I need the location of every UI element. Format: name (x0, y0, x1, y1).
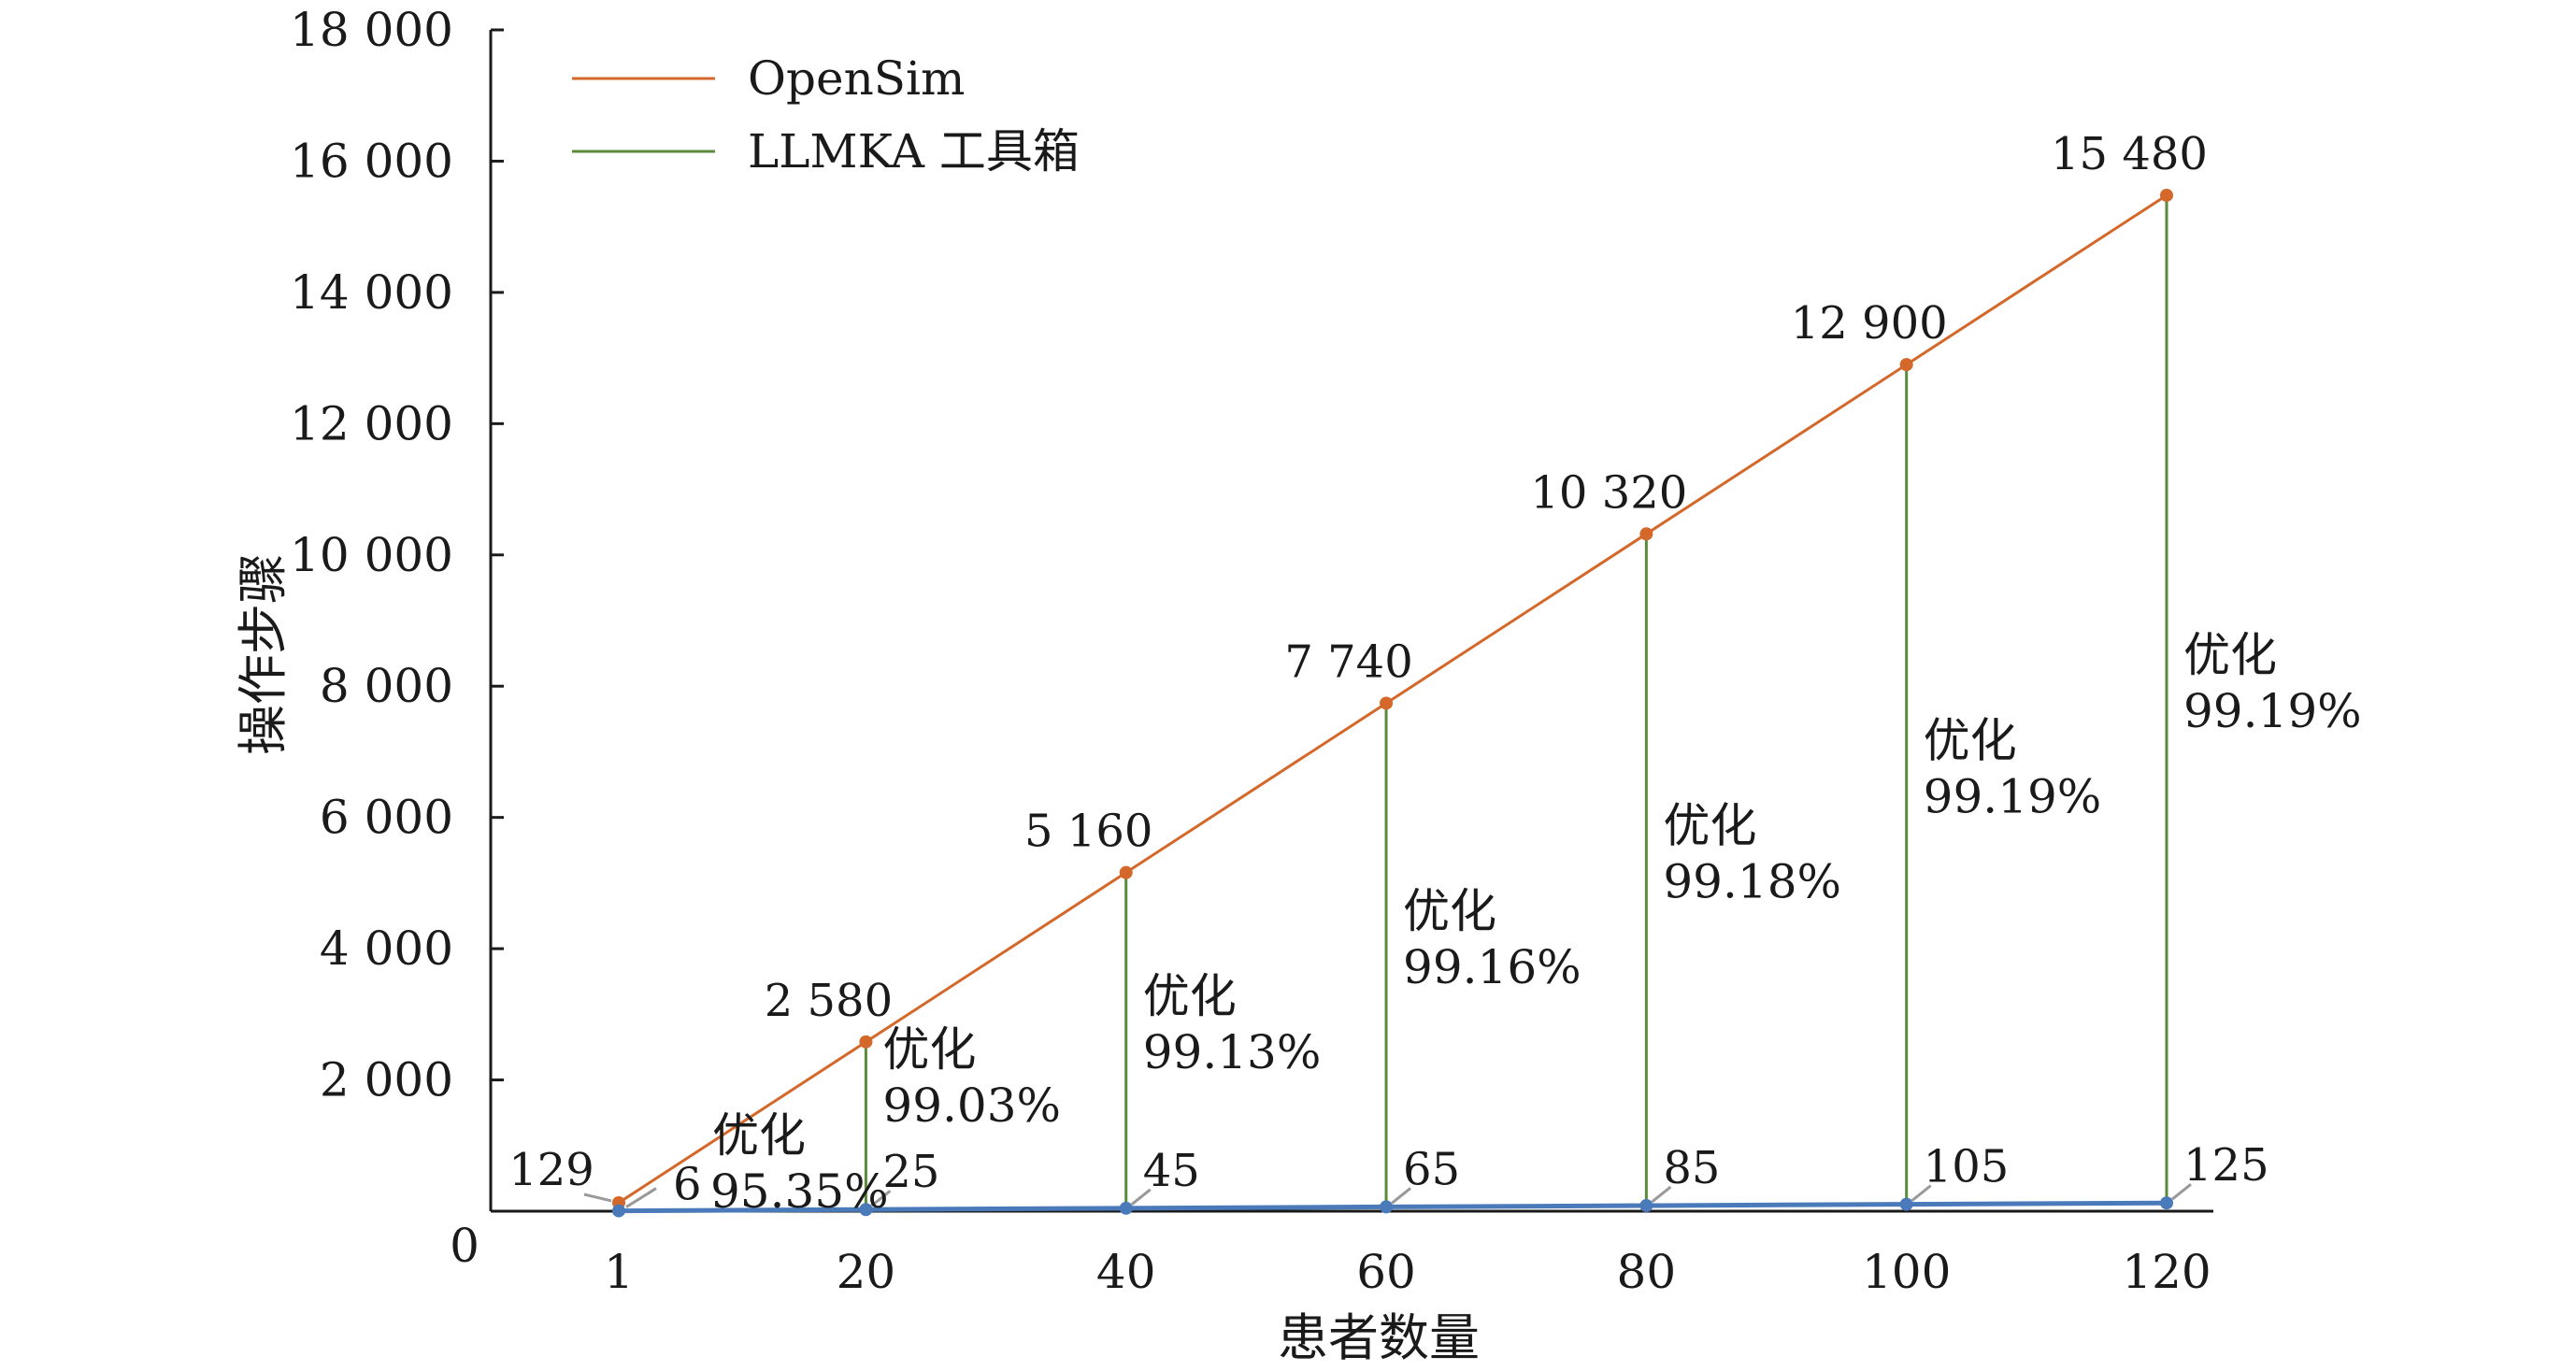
optimization-label: 优化 (1143, 969, 1237, 1023)
point-llmka (1639, 1199, 1653, 1213)
x-tick-label: 120 (2122, 1245, 2211, 1299)
x-tick-label: 40 (1096, 1245, 1156, 1299)
point-llmka (859, 1203, 873, 1217)
optimization-percent: 99.19% (2183, 684, 2362, 738)
point-llmka (1380, 1200, 1394, 1214)
point-opensim (1639, 527, 1653, 541)
data-label-llmka: 25 (882, 1146, 939, 1198)
data-label-llmka: 6 (673, 1159, 702, 1211)
x-tick-label: 1 (604, 1245, 634, 1299)
leader-line (1911, 1184, 1932, 1202)
data-label-opensim: 5 160 (1024, 806, 1152, 858)
leader-line (1651, 1185, 1672, 1204)
point-llmka (1899, 1197, 1913, 1211)
leader-line (1391, 1187, 1411, 1205)
y-tick-label: 0 (450, 1219, 479, 1273)
leader-line (625, 1187, 657, 1208)
point-opensim (1899, 358, 1913, 372)
x-tick-label: 100 (1862, 1245, 1951, 1299)
legend-label-llmka: LLMKA 工具箱 (748, 124, 1080, 179)
data-label-opensim: 15 480 (2051, 128, 2208, 180)
optimization-percent: 99.18% (1663, 855, 1841, 909)
data-label-llmka: 85 (1663, 1142, 1720, 1194)
data-label-opensim: 129 (508, 1144, 594, 1196)
optimization-label: 优化 (1924, 713, 2017, 767)
optimization-label: 优化 (2183, 628, 2277, 682)
data-label-opensim: 2 580 (765, 975, 893, 1027)
points (612, 188, 2173, 1218)
y-tick-label: 2 000 (320, 1053, 453, 1107)
optimization-label: 优化 (882, 1022, 976, 1077)
y-tick-label: 10 000 (290, 528, 453, 582)
y-tick-label: 16 000 (290, 134, 453, 188)
leader-line (870, 1190, 892, 1207)
data-label-opensim: 10 320 (1530, 466, 1687, 519)
point-opensim (1380, 696, 1394, 710)
y-tick-label: 12 000 (290, 396, 453, 450)
leader-line (583, 1192, 612, 1203)
optimization-percent: 99.16% (1403, 940, 1581, 994)
axes: 0 2 000 4 000 6 000 8 000 10 000 12 000 14 000 1… (290, 3, 2213, 1299)
point-opensim (859, 1035, 873, 1049)
optimization-label: 优化 (712, 1108, 806, 1163)
y-tick-label: 18 000 (290, 3, 453, 57)
x-axis-title: 患者数量 (1278, 1308, 1480, 1367)
data-label-llmka: 105 (1924, 1141, 2010, 1193)
leader-line (1130, 1188, 1152, 1207)
point-opensim (1119, 865, 1133, 879)
x-tick-label: 60 (1356, 1245, 1416, 1299)
y-tick-label: 6 000 (320, 791, 453, 845)
x-tick-label: 20 (837, 1245, 896, 1299)
point-opensim (2160, 188, 2173, 202)
legend-label-opensim: OpenSim (748, 51, 965, 106)
optimization-percent: 95.35% (710, 1164, 889, 1219)
data-label-llmka: 125 (2183, 1139, 2269, 1192)
y-axis-title: 操作步骤 (234, 553, 293, 755)
drop-lines (864, 194, 2168, 1210)
point-llmka (2160, 1196, 2173, 1210)
y-tick-label: 4 000 (320, 921, 453, 976)
point-llmka (1119, 1201, 1133, 1215)
labels: 129 2 580 5 160 7 740 10 320 12 900 15 480 6 25 4… (508, 128, 2361, 1219)
optimization-percent: 99.13% (1143, 1025, 1322, 1079)
y-tick-label: 8 000 (320, 659, 453, 713)
x-tick-label: 80 (1617, 1245, 1677, 1299)
legend: OpenSim LLMKA 工具箱 (572, 51, 1080, 179)
data-label-opensim: 12 900 (1791, 297, 1948, 350)
data-label-llmka: 65 (1403, 1143, 1460, 1195)
y-tick-label: 14 000 (290, 265, 453, 320)
leader-line (2171, 1183, 2192, 1201)
data-label-opensim: 7 740 (1284, 636, 1412, 688)
optimization-percent: 99.19% (1924, 769, 2102, 823)
optimization-label: 优化 (1403, 884, 1496, 938)
data-label-llmka: 45 (1143, 1145, 1200, 1197)
point-llmka (612, 1204, 625, 1218)
optimization-percent: 99.03% (882, 1078, 1061, 1133)
optimization-label: 优化 (1663, 799, 1756, 853)
